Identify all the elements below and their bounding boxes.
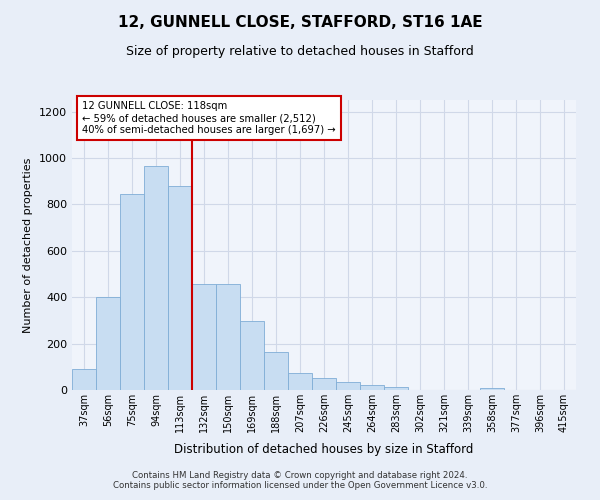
Bar xyxy=(312,378,336,390)
Bar xyxy=(168,186,192,390)
Text: Size of property relative to detached houses in Stafford: Size of property relative to detached ho… xyxy=(126,45,474,58)
Bar xyxy=(480,388,504,390)
Bar xyxy=(144,166,168,390)
Bar xyxy=(240,321,264,390)
X-axis label: Distribution of detached houses by size in Stafford: Distribution of detached houses by size … xyxy=(175,444,473,456)
Text: Contains HM Land Registry data © Crown copyright and database right 2024.
Contai: Contains HM Land Registry data © Crown c… xyxy=(113,470,487,490)
Bar xyxy=(72,369,96,390)
Bar xyxy=(288,374,312,390)
Bar xyxy=(192,284,216,390)
Bar xyxy=(264,352,288,390)
Bar xyxy=(384,386,408,390)
Bar xyxy=(360,386,384,390)
Bar xyxy=(96,297,120,390)
Bar xyxy=(120,194,144,390)
Text: 12, GUNNELL CLOSE, STAFFORD, ST16 1AE: 12, GUNNELL CLOSE, STAFFORD, ST16 1AE xyxy=(118,15,482,30)
Bar xyxy=(336,382,360,390)
Bar xyxy=(216,284,240,390)
Y-axis label: Number of detached properties: Number of detached properties xyxy=(23,158,34,332)
Text: 12 GUNNELL CLOSE: 118sqm
← 59% of detached houses are smaller (2,512)
40% of sem: 12 GUNNELL CLOSE: 118sqm ← 59% of detach… xyxy=(82,102,336,134)
